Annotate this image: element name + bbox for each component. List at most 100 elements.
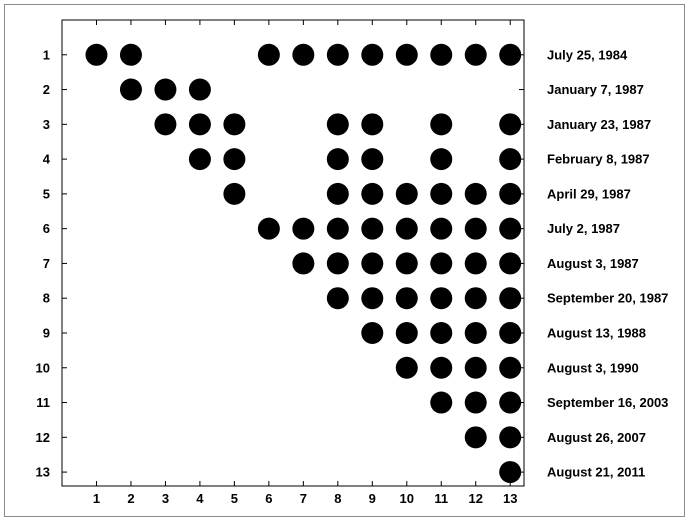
data-point xyxy=(326,287,349,310)
data-point xyxy=(326,217,349,240)
data-point xyxy=(326,148,349,171)
data-point xyxy=(292,252,315,275)
data-point xyxy=(464,287,487,310)
data-point xyxy=(188,148,211,171)
data-point xyxy=(395,321,418,344)
row-date-label: January 23, 1987 xyxy=(547,117,651,132)
data-point xyxy=(361,182,384,205)
y-tick-label: 7 xyxy=(43,256,50,271)
data-point xyxy=(464,321,487,344)
data-point xyxy=(395,356,418,379)
row-date-label: February 8, 1987 xyxy=(547,152,650,167)
data-point xyxy=(430,391,453,414)
data-point xyxy=(499,217,522,240)
data-point xyxy=(499,252,522,275)
data-point xyxy=(223,148,246,171)
data-point xyxy=(395,252,418,275)
row-date-label: August 3, 1990 xyxy=(547,360,639,375)
data-point xyxy=(188,78,211,101)
x-tick-label: 6 xyxy=(265,491,272,506)
row-date-label: August 13, 1988 xyxy=(547,325,646,340)
data-point xyxy=(499,356,522,379)
data-point xyxy=(292,217,315,240)
data-point xyxy=(499,391,522,414)
row-date-label: September 20, 1987 xyxy=(547,291,668,306)
x-tick-label: 5 xyxy=(231,491,238,506)
data-point xyxy=(326,113,349,136)
data-point xyxy=(464,182,487,205)
y-tick-label: 9 xyxy=(43,325,50,340)
data-point xyxy=(464,217,487,240)
x-tick-label: 8 xyxy=(334,491,341,506)
data-point xyxy=(499,426,522,449)
data-point xyxy=(257,217,280,240)
row-date-label: July 2, 1987 xyxy=(547,221,620,236)
data-point xyxy=(430,182,453,205)
data-point xyxy=(430,356,453,379)
row-date-label: September 16, 2003 xyxy=(547,395,668,410)
data-point xyxy=(499,43,522,66)
data-point xyxy=(292,43,315,66)
data-point xyxy=(85,43,108,66)
data-point xyxy=(361,252,384,275)
data-point xyxy=(430,321,453,344)
data-point xyxy=(430,252,453,275)
data-point xyxy=(464,252,487,275)
x-tick-label: 13 xyxy=(503,491,517,506)
data-point xyxy=(464,43,487,66)
row-date-label: April 29, 1987 xyxy=(547,186,631,201)
data-point xyxy=(499,461,522,484)
data-point xyxy=(499,287,522,310)
data-point xyxy=(223,182,246,205)
data-point xyxy=(430,148,453,171)
y-tick-label: 11 xyxy=(36,395,50,410)
row-date-label: January 7, 1987 xyxy=(547,82,644,97)
data-point xyxy=(395,217,418,240)
data-point xyxy=(499,148,522,171)
y-tick-label: 8 xyxy=(43,291,50,306)
data-point xyxy=(326,252,349,275)
data-point xyxy=(499,321,522,344)
y-tick-label: 4 xyxy=(43,152,51,167)
x-tick-label: 12 xyxy=(468,491,482,506)
y-tick-label: 2 xyxy=(43,82,50,97)
data-point xyxy=(154,113,177,136)
y-tick-label: 13 xyxy=(36,465,50,480)
x-tick-label: 2 xyxy=(127,491,134,506)
data-point xyxy=(464,391,487,414)
data-point xyxy=(464,426,487,449)
x-tick-label: 9 xyxy=(369,491,376,506)
data-point xyxy=(361,113,384,136)
x-tick-label: 10 xyxy=(400,491,414,506)
y-tick-label: 10 xyxy=(36,360,50,375)
data-point xyxy=(395,43,418,66)
data-point xyxy=(499,113,522,136)
data-point xyxy=(430,287,453,310)
data-point xyxy=(464,356,487,379)
row-date-label: August 3, 1987 xyxy=(547,256,639,271)
data-point xyxy=(119,78,142,101)
data-point xyxy=(361,148,384,171)
data-point xyxy=(119,43,142,66)
data-point xyxy=(326,182,349,205)
data-point xyxy=(361,217,384,240)
data-point xyxy=(395,182,418,205)
data-point xyxy=(326,43,349,66)
data-point xyxy=(430,43,453,66)
y-tick-label: 3 xyxy=(43,117,50,132)
row-date-label: July 25, 1984 xyxy=(547,47,628,62)
y-tick-label: 6 xyxy=(43,221,50,236)
row-date-label: August 21, 2011 xyxy=(547,465,645,480)
y-tick-label: 1 xyxy=(43,47,50,62)
data-point xyxy=(499,182,522,205)
data-point xyxy=(361,287,384,310)
y-tick-label: 5 xyxy=(43,186,50,201)
data-point xyxy=(188,113,211,136)
x-tick-label: 1 xyxy=(93,491,100,506)
data-point xyxy=(361,321,384,344)
data-point xyxy=(223,113,246,136)
data-point xyxy=(154,78,177,101)
plot-area-border xyxy=(61,19,525,487)
data-point xyxy=(257,43,280,66)
